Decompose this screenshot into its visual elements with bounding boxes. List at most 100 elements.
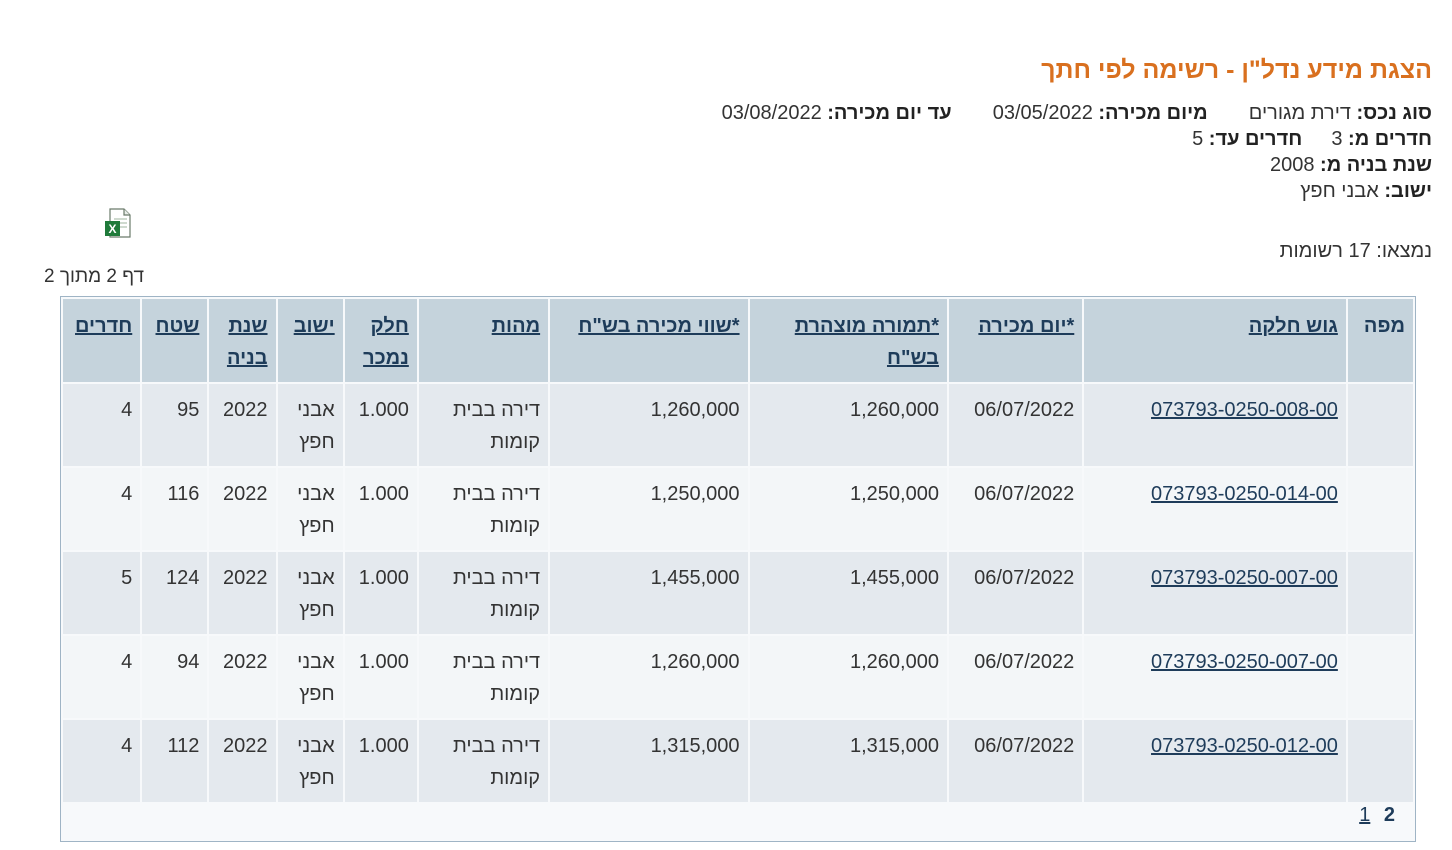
to-date-value: 03/08/2022 — [721, 102, 822, 124]
excel-export-icon[interactable]: X — [104, 208, 132, 238]
cell-parcel: 073793-0250-014-00 — [1084, 468, 1346, 550]
pager-current-page: 2 — [1383, 804, 1395, 826]
cell-sale_value: 1,455,000 — [550, 552, 748, 634]
svg-text:X: X — [108, 222, 116, 236]
column-header-rooms[interactable]: חדרים — [63, 299, 141, 382]
column-header-declared_price[interactable]: *תמורה מוצהרת בש"ח — [749, 299, 947, 382]
column-header-portion[interactable]: חלק נמכר — [344, 299, 417, 382]
column-header-parcel[interactable]: גוש חלקה — [1084, 299, 1346, 382]
column-header-sale_value[interactable]: *שווי מכירה בש"ח — [550, 299, 748, 382]
cell-settlement: אבני חפץ — [277, 384, 343, 466]
column-header-label[interactable]: *יום מכירה — [978, 315, 1075, 337]
found-unit: רשומות — [1279, 240, 1343, 262]
cell-sale_date: 06/07/2022 — [948, 384, 1083, 466]
cell-settlement: אבני חפץ — [277, 552, 343, 634]
rooms-from-value: 3 — [1331, 128, 1343, 150]
cell-sale_date: 06/07/2022 — [948, 720, 1083, 802]
column-header-sale_date[interactable]: *יום מכירה — [948, 299, 1083, 382]
cell-map — [1347, 636, 1413, 718]
table-row: 073793-0250-007-00 06/07/2022 1,260,000 1,2… — [63, 636, 1413, 718]
cell-portion: 1.000 — [344, 468, 417, 550]
column-header-label[interactable]: חדרים — [75, 315, 133, 337]
column-header-label[interactable]: *תמורה מוצהרת בש"ח — [794, 315, 939, 369]
pager-page-1-link[interactable]: 1 — [1359, 804, 1371, 826]
from-date-value: 03/05/2022 — [992, 102, 1093, 124]
cell-portion: 1.000 — [344, 720, 417, 802]
cell-nature: דירה בבית קומות — [418, 636, 549, 718]
settlement-label: ישוב: — [1384, 180, 1432, 202]
cell-declared_price: 1,250,000 — [749, 468, 947, 550]
found-label: נמצאו: — [1376, 240, 1432, 262]
cell-rooms: 4 — [63, 720, 141, 802]
parcel-link[interactable]: 073793-0250-008-00 — [1151, 399, 1338, 421]
column-header-label[interactable]: *שווי מכירה בש"ח — [578, 315, 740, 337]
cell-nature: דירה בבית קומות — [418, 552, 549, 634]
column-header-build_year[interactable]: שנת בניה — [209, 299, 276, 382]
column-header-label[interactable]: שטח — [155, 315, 200, 337]
column-header-label[interactable]: מהות — [491, 315, 541, 337]
page-indicator: דף 2 מתוך 2 — [44, 266, 145, 287]
page-title: הצגת מידע נדל"ן - רשימה לפי חתך — [1041, 56, 1432, 84]
column-header-label[interactable]: שנת בניה — [226, 315, 268, 369]
cell-build_year: 2022 — [209, 552, 276, 634]
column-header-label[interactable]: ישוב — [293, 315, 335, 337]
build-year-value: 2008 — [1269, 154, 1315, 176]
column-header-nature[interactable]: מהות — [418, 299, 549, 382]
from-date-label: מיום מכירה: — [1098, 102, 1208, 124]
cell-declared_price: 1,260,000 — [749, 384, 947, 466]
parcel-link[interactable]: 073793-0250-012-00 — [1151, 735, 1338, 757]
parcel-link[interactable]: 073793-0250-007-00 — [1151, 651, 1338, 673]
results-table-container: מפה גוש חלקה *יום מכירה *תמורה מוצהרת בש"ח *… — [60, 296, 1416, 842]
cell-map — [1347, 468, 1413, 550]
cell-area: 94 — [142, 636, 208, 718]
settlement-value: אבני חפץ — [1300, 180, 1379, 202]
rooms-from-label: חדרים מ: — [1348, 128, 1432, 150]
cell-map — [1347, 720, 1413, 802]
column-header-label: מפה — [1363, 315, 1405, 337]
cell-settlement: אבני חפץ — [277, 720, 343, 802]
cell-rooms: 5 — [63, 552, 141, 634]
table-header-row: מפה גוש חלקה *יום מכירה *תמורה מוצהרת בש"ח *… — [63, 299, 1413, 382]
table-row: 073793-0250-008-00 06/07/2022 1,260,000 1,2… — [63, 384, 1413, 466]
asset-type-label: סוג נכס: — [1356, 102, 1432, 124]
criteria-line-3: שנת בניה מ: 2008 — [632, 152, 1432, 178]
cell-declared_price: 1,260,000 — [749, 636, 947, 718]
cell-sale_date: 06/07/2022 — [948, 552, 1083, 634]
criteria-line-2: חדרים מ: 3 חדרים עד: 5 — [632, 126, 1432, 152]
asset-type-value: דירת מגורים — [1248, 102, 1351, 124]
cell-sale_value: 1,315,000 — [550, 720, 748, 802]
results-count: נמצאו: 17 רשומות — [1280, 240, 1432, 263]
criteria-line-1: סוג נכס: דירת מגורים מיום מכירה: 03/05/2… — [632, 100, 1432, 126]
cell-rooms: 4 — [63, 384, 141, 466]
parcel-link[interactable]: 073793-0250-014-00 — [1151, 483, 1338, 505]
cell-rooms: 4 — [63, 636, 141, 718]
cell-build_year: 2022 — [209, 636, 276, 718]
cell-area: 116 — [142, 468, 208, 550]
search-criteria: סוג נכס: דירת מגורים מיום מכירה: 03/05/2… — [632, 100, 1432, 204]
cell-map — [1347, 384, 1413, 466]
criteria-line-4: ישוב: אבני חפץ — [632, 178, 1432, 204]
column-header-label[interactable]: חלק נמכר — [363, 315, 409, 369]
rooms-to-label: חדרים עד: — [1208, 128, 1303, 150]
cell-sale_value: 1,250,000 — [550, 468, 748, 550]
column-header-settlement[interactable]: ישוב — [277, 299, 343, 382]
cell-parcel: 073793-0250-008-00 — [1084, 384, 1346, 466]
cell-portion: 1.000 — [344, 552, 417, 634]
column-header-area[interactable]: שטח — [142, 299, 208, 382]
cell-build_year: 2022 — [209, 468, 276, 550]
cell-parcel: 073793-0250-007-00 — [1084, 636, 1346, 718]
cell-area: 112 — [142, 720, 208, 802]
cell-parcel: 073793-0250-012-00 — [1084, 720, 1346, 802]
parcel-link[interactable]: 073793-0250-007-00 — [1151, 567, 1338, 589]
column-header-label[interactable]: גוש חלקה — [1248, 315, 1338, 337]
cell-sale_value: 1,260,000 — [550, 636, 748, 718]
cell-nature: דירה בבית קומות — [418, 468, 549, 550]
cell-sale_date: 06/07/2022 — [948, 468, 1083, 550]
table-row: 073793-0250-014-00 06/07/2022 1,250,000 1,2… — [63, 468, 1413, 550]
cell-build_year: 2022 — [209, 720, 276, 802]
cell-settlement: אבני חפץ — [277, 636, 343, 718]
pagination: 2 1 — [1359, 804, 1395, 827]
to-date-label: עד יום מכירה: — [827, 102, 952, 124]
cell-area: 124 — [142, 552, 208, 634]
cell-settlement: אבני חפץ — [277, 468, 343, 550]
